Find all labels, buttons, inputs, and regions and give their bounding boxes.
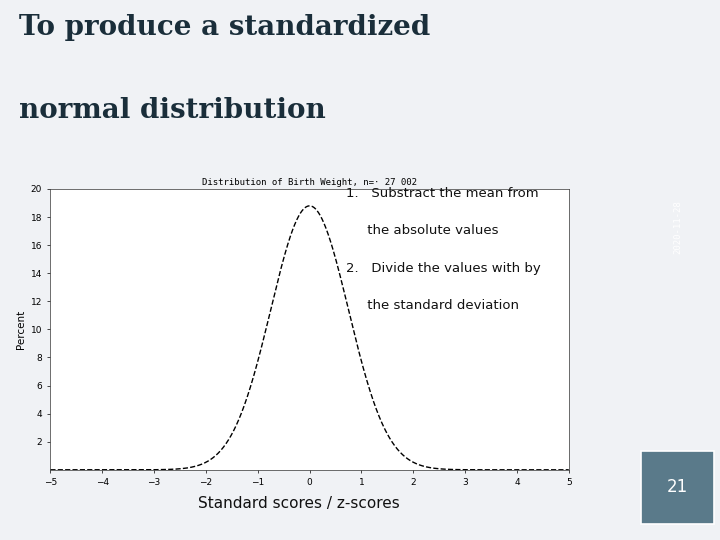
Text: normal distribution: normal distribution bbox=[19, 97, 326, 124]
Title: Distribution of Birth Weight, n=· 27 002: Distribution of Birth Weight, n=· 27 002 bbox=[202, 178, 417, 187]
FancyBboxPatch shape bbox=[641, 451, 714, 524]
Text: the absolute values: the absolute values bbox=[346, 224, 498, 237]
Text: To produce a standardized: To produce a standardized bbox=[19, 14, 431, 41]
Text: 2.   Divide the values with by: 2. Divide the values with by bbox=[346, 261, 540, 274]
Text: Standard scores / z-scores: Standard scores / z-scores bbox=[198, 496, 400, 511]
Text: 21: 21 bbox=[667, 478, 688, 496]
Text: 1.   Substract the mean from: 1. Substract the mean from bbox=[346, 187, 538, 200]
Text: the standard deviation: the standard deviation bbox=[346, 299, 518, 312]
Text: 2020-11-28: 2020-11-28 bbox=[673, 200, 682, 254]
Y-axis label: Percent: Percent bbox=[17, 310, 27, 349]
